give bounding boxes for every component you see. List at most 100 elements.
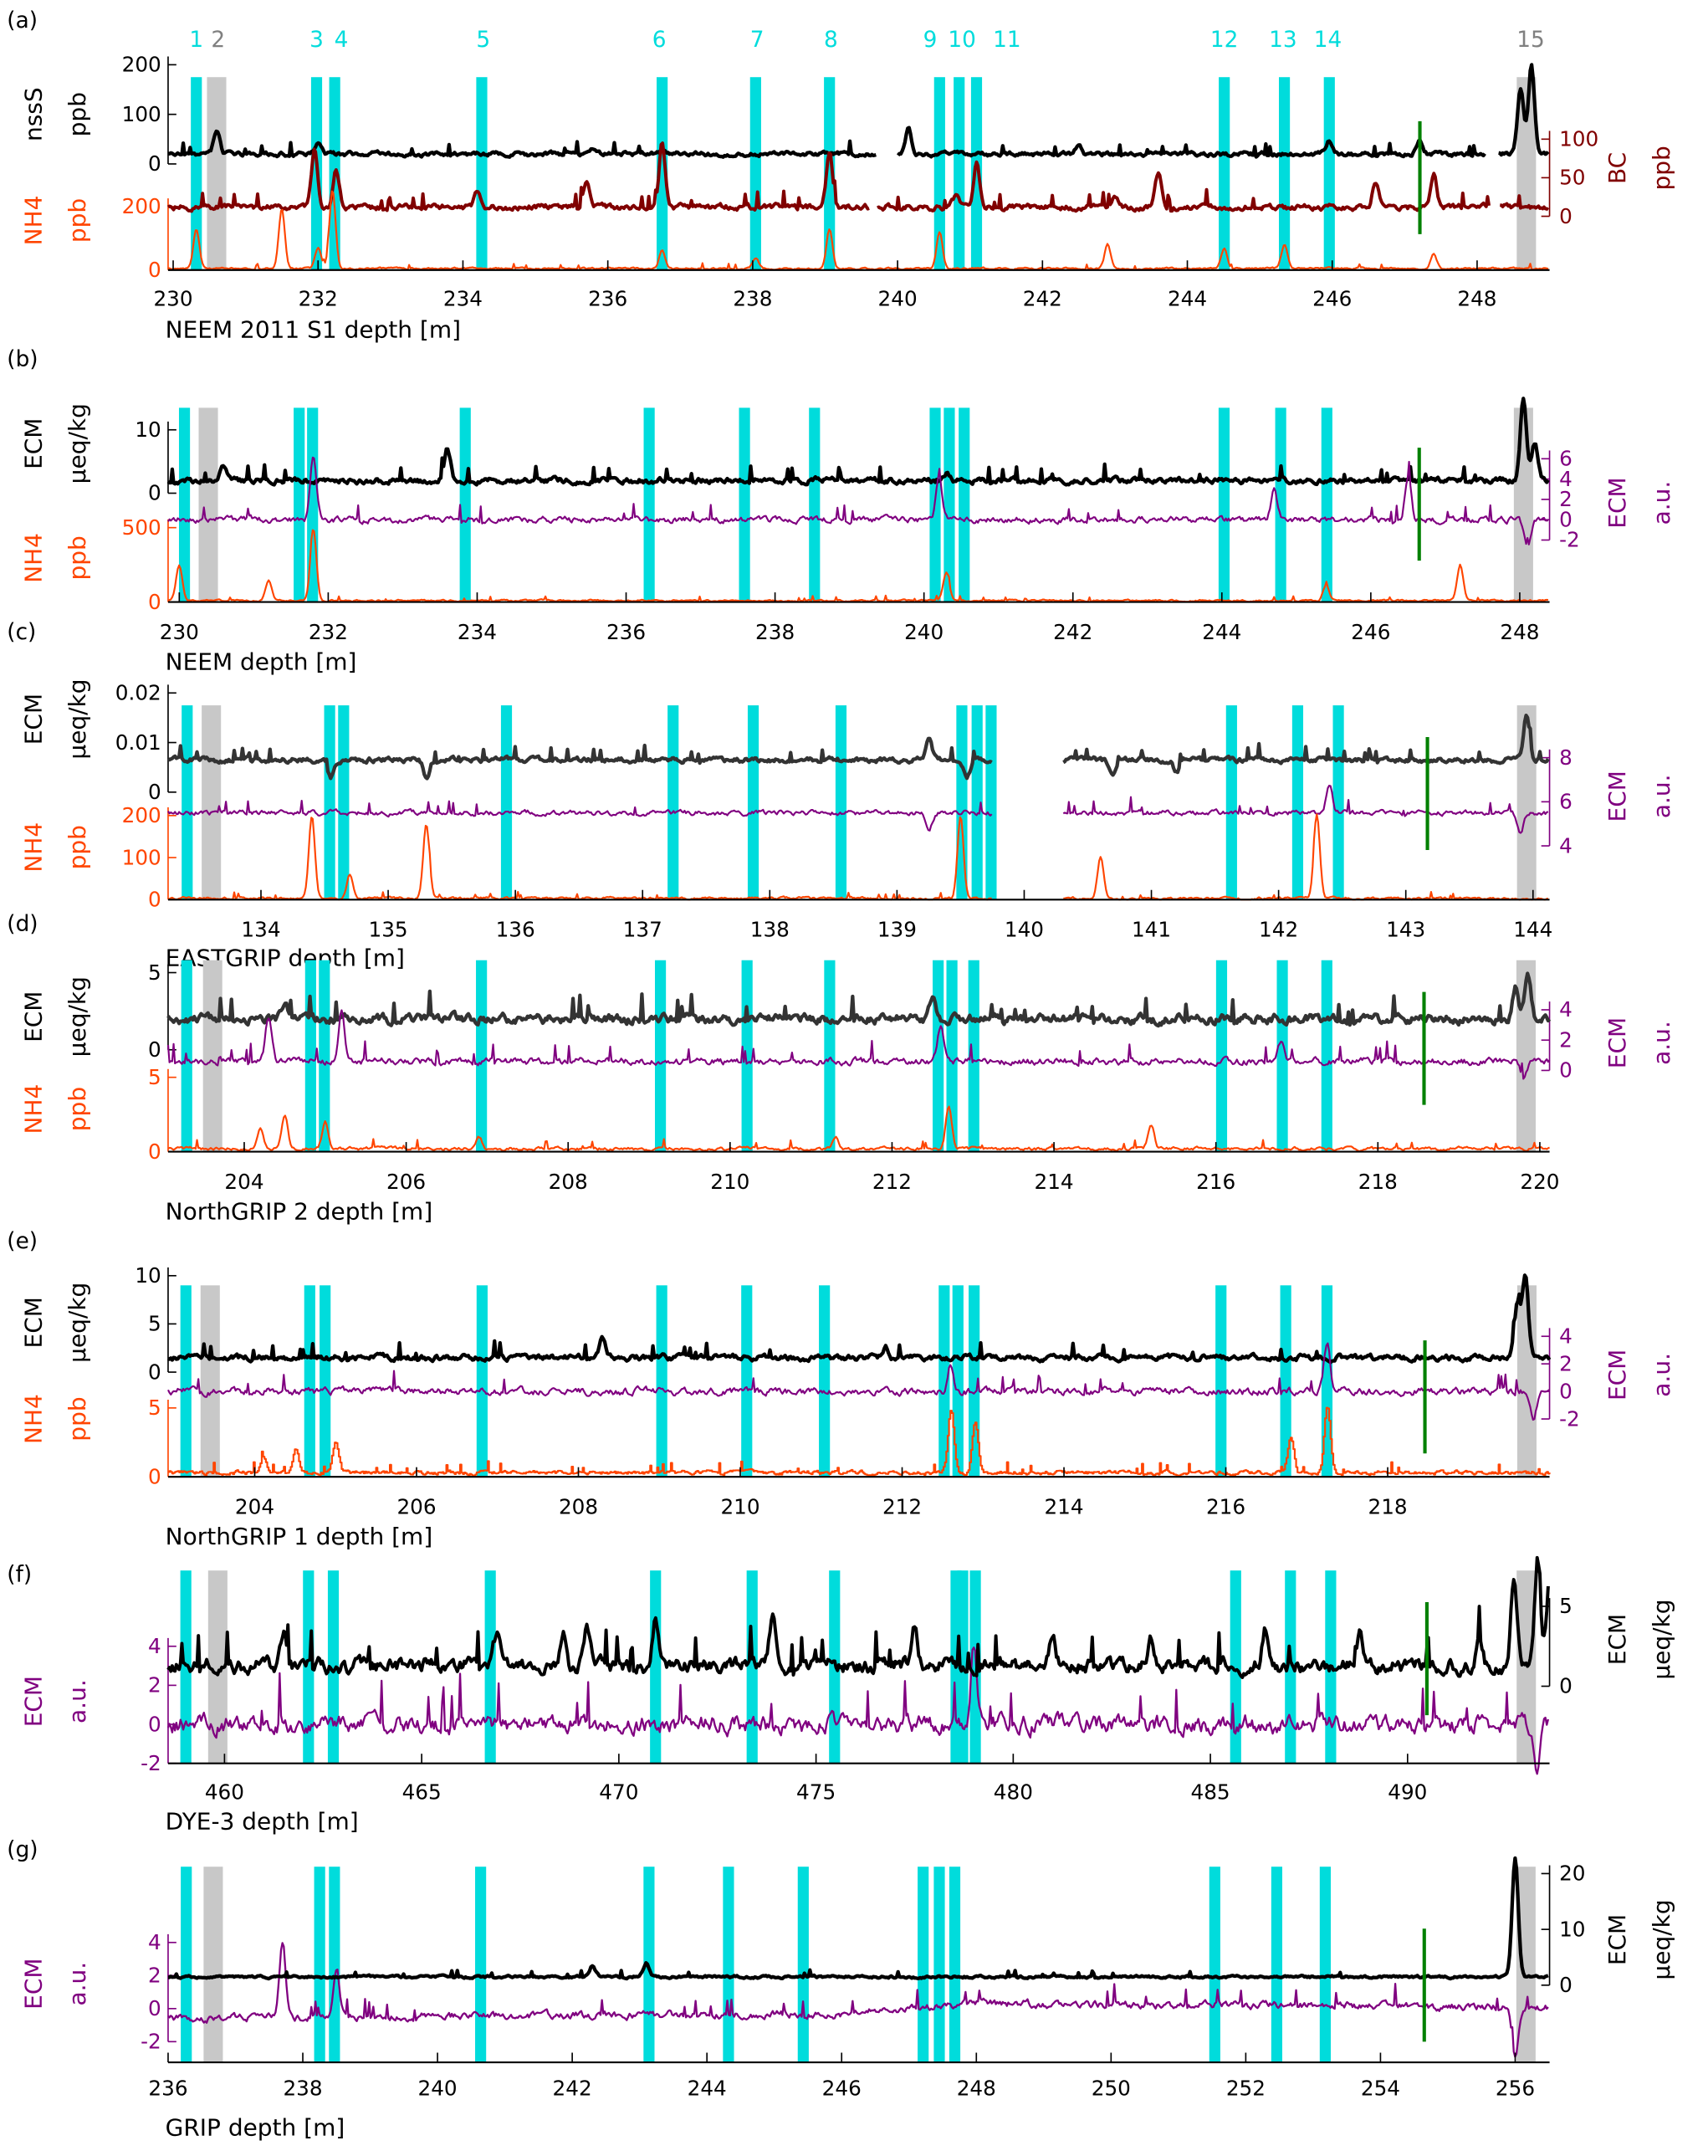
y-tick-label: 0	[148, 1464, 161, 1488]
y-tick-label: 2	[1559, 487, 1572, 511]
y-axis-label: ECM	[19, 991, 47, 1042]
y-tick-label: 0	[148, 1037, 161, 1062]
series-ecm-a-u-	[166, 1646, 1550, 1775]
event-band-cyan	[956, 705, 968, 900]
event-number-label: 11	[993, 28, 1021, 53]
y-tick-label: 50	[1559, 166, 1585, 190]
x-tick-label: 220	[1520, 1170, 1559, 1194]
x-tick-label: 206	[386, 1170, 426, 1194]
x-tick-label: 206	[396, 1495, 436, 1519]
y-tick-label: 0	[148, 590, 161, 614]
series-bc	[166, 141, 1550, 213]
x-tick-label: 143	[1386, 918, 1425, 942]
series-ecm-a-u-	[166, 1009, 1551, 1080]
event-band-cyan	[182, 705, 193, 900]
panel-g: (g) -2 0 2 4 ECM a.u. 0 10 20 ECM μeq/kg 236 238 240 24…	[7, 1838, 1675, 2142]
y-axis-label: a.u.	[1648, 481, 1675, 525]
event-band-cyan	[324, 705, 335, 900]
x-axis-label: EASTGRIP depth [m]	[166, 944, 405, 971]
x-tick-label: 232	[309, 620, 348, 644]
event-band-cyan	[475, 1867, 487, 2063]
x-tick-label: 246	[1312, 287, 1352, 311]
y-tick-label: 2	[1559, 1027, 1572, 1052]
panel-tag: (b)	[7, 347, 38, 372]
event-band-cyan	[1321, 960, 1332, 1152]
event-band-cyan	[968, 960, 979, 1152]
y-tick-label: 100	[1559, 127, 1598, 151]
x-tick-label: 136	[496, 918, 535, 942]
event-band-cyan	[654, 960, 667, 1152]
x-tick-label: 242	[553, 2077, 592, 2101]
y-tick-label: 0	[1559, 204, 1572, 228]
y-tick-label: 0	[148, 887, 161, 911]
event-band-cyan	[1215, 1285, 1227, 1477]
x-tick-label: 214	[1044, 1495, 1083, 1519]
event-band-cyan	[500, 705, 513, 900]
y-axis-label: NH4	[19, 1084, 47, 1134]
event-band-gray	[1513, 407, 1533, 602]
y-axis-label: ECM	[1603, 1614, 1631, 1665]
series-ecm	[167, 1856, 1549, 1981]
y-tick-label: 0	[148, 1996, 161, 2020]
x-tick-label: 240	[904, 620, 943, 644]
x-tick-label: 234	[458, 620, 497, 644]
y-tick-label: 0	[148, 1139, 161, 1164]
y-tick-label: 5	[1559, 1594, 1572, 1618]
event-band-cyan	[933, 77, 945, 270]
y-axis-label: ECM	[1603, 771, 1631, 822]
x-tick-label: 135	[369, 918, 408, 942]
event-band-cyan	[797, 1867, 809, 2063]
panel-tag: (e)	[7, 1229, 38, 1254]
y-axis-label: ECM	[1603, 477, 1631, 528]
y-axis-label: μeq/kg	[64, 976, 91, 1057]
x-tick-label: 230	[160, 620, 199, 644]
y-axis-label: ppb	[64, 1087, 91, 1131]
x-tick-label: 134	[241, 918, 280, 942]
event-band-cyan	[1278, 77, 1291, 270]
event-number-label: 14	[1314, 28, 1342, 53]
y-tick-label: 20	[1559, 1862, 1585, 1886]
event-band-cyan	[656, 1285, 667, 1477]
event-band-gray	[207, 77, 227, 270]
x-axis-label: NEEM 2011 S1 depth [m]	[166, 315, 461, 343]
event-band-cyan	[954, 77, 965, 270]
y-tick-label: 2	[148, 1964, 161, 1988]
y-tick-label: 0	[1559, 1674, 1572, 1698]
event-band-cyan	[304, 1285, 315, 1477]
x-tick-label: 252	[1226, 2077, 1266, 2101]
x-tick-label: 248	[1500, 620, 1539, 644]
y-tick-label: 0	[148, 258, 161, 282]
y-tick-label: -2	[141, 2030, 161, 2054]
y-axis-label: ECM	[1603, 1914, 1631, 1965]
y-tick-label: 0	[1559, 1058, 1572, 1083]
series-nh4	[167, 1105, 1550, 1153]
x-tick-label: 240	[878, 287, 918, 311]
y-tick-label: 2	[148, 1673, 161, 1698]
y-tick-label: -2	[1559, 528, 1580, 552]
y-tick-label: 5	[148, 960, 161, 985]
x-tick-label: 248	[957, 2077, 996, 2101]
y-axis-label: ECM	[1603, 1349, 1631, 1401]
event-band-cyan	[985, 705, 997, 900]
y-tick-label: 4	[1559, 467, 1572, 491]
y-tick-label: 8	[1559, 745, 1572, 770]
x-tick-label: 142	[1259, 918, 1298, 942]
event-band-cyan	[1215, 960, 1228, 1152]
x-tick-label: 204	[224, 1170, 263, 1194]
x-tick-label: 139	[877, 918, 917, 942]
event-band-cyan	[1209, 1867, 1220, 2063]
y-axis-label: a.u.	[1648, 1021, 1675, 1065]
event-band-cyan	[1285, 1570, 1296, 1764]
y-tick-label: 4	[1559, 997, 1572, 1022]
y-tick-label: 6	[1559, 790, 1572, 814]
event-band-cyan	[327, 1570, 340, 1764]
event-number-label: 1	[189, 28, 203, 53]
event-band-cyan	[739, 407, 750, 602]
y-axis-label: μeq/kg	[64, 403, 91, 484]
x-axis-label: NorthGRIP 2 depth [m]	[166, 1197, 433, 1225]
y-tick-label: -2	[1559, 1406, 1580, 1431]
x-tick-label: 470	[599, 1780, 638, 1805]
event-band-cyan	[1276, 960, 1288, 1152]
y-tick-label: 0	[148, 1360, 161, 1384]
